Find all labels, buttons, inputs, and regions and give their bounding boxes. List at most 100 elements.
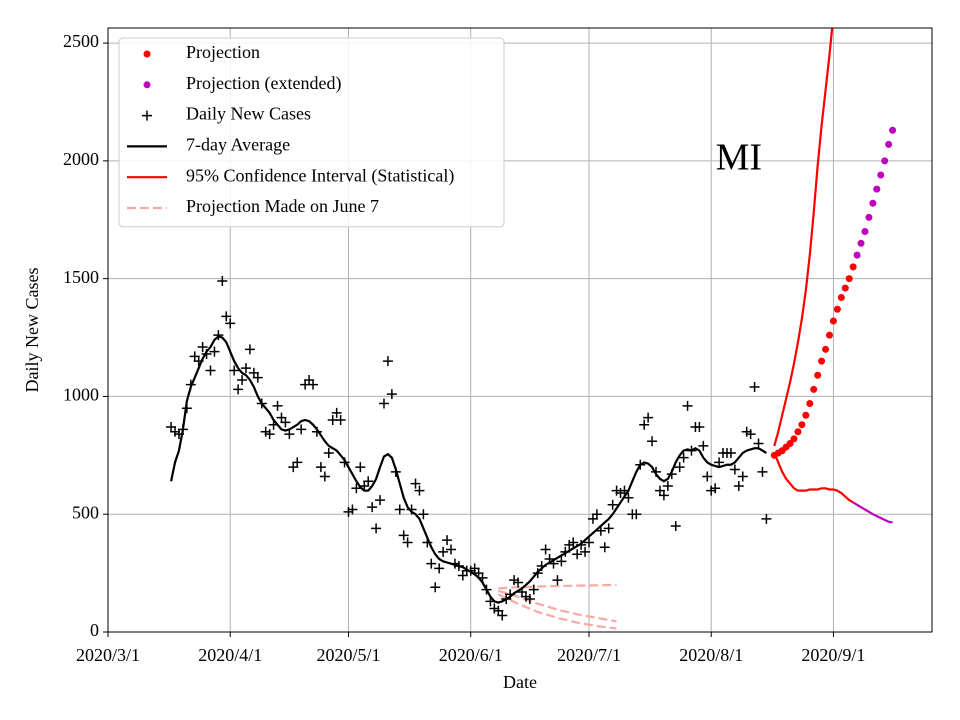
x-tick-label: 2020/7/1 bbox=[557, 645, 621, 665]
case-marker bbox=[552, 575, 563, 586]
case-marker bbox=[485, 596, 496, 607]
line bbox=[773, 28, 834, 447]
case-marker bbox=[217, 276, 228, 287]
projection-dot bbox=[786, 440, 794, 448]
case-marker bbox=[378, 398, 389, 409]
case-marker bbox=[221, 311, 232, 322]
case-marker bbox=[434, 563, 445, 574]
case-marker bbox=[607, 499, 618, 510]
case-marker bbox=[193, 356, 204, 367]
case-marker bbox=[209, 346, 220, 357]
case-marker bbox=[237, 374, 248, 385]
case-marker bbox=[296, 424, 307, 435]
case-marker bbox=[394, 504, 405, 515]
case-marker bbox=[339, 457, 350, 468]
case-marker bbox=[406, 504, 417, 515]
legend: Projection Projection (extended) Daily New… bbox=[118, 37, 505, 228]
case-marker bbox=[382, 356, 393, 367]
case-marker bbox=[367, 502, 378, 513]
case-marker bbox=[430, 582, 441, 593]
case-marker bbox=[181, 403, 192, 414]
x-tick-label: 2020/5/1 bbox=[316, 645, 380, 665]
case-marker bbox=[647, 436, 658, 447]
x-axis-label: Date bbox=[503, 672, 537, 692]
projection-dot bbox=[825, 331, 833, 339]
case-marker bbox=[583, 537, 594, 548]
annotation: MI bbox=[716, 137, 762, 179]
case-marker bbox=[418, 509, 429, 520]
case-marker bbox=[528, 584, 539, 595]
case-marker bbox=[678, 452, 689, 463]
case-marker bbox=[745, 429, 756, 440]
projection-dot bbox=[889, 126, 897, 134]
case-marker bbox=[244, 344, 255, 355]
case-marker bbox=[623, 492, 634, 503]
case-marker bbox=[666, 469, 677, 480]
case-marker bbox=[540, 544, 551, 555]
case-marker bbox=[386, 389, 397, 400]
case-marker bbox=[686, 445, 697, 456]
dashed-line bbox=[498, 589, 617, 623]
case-marker bbox=[331, 407, 342, 418]
projection-dot bbox=[885, 140, 893, 148]
case-marker bbox=[698, 440, 709, 451]
case-marker bbox=[311, 426, 322, 437]
legend-box bbox=[118, 37, 505, 228]
case-marker bbox=[252, 372, 263, 383]
case-marker bbox=[631, 509, 642, 520]
case-marker bbox=[201, 349, 212, 360]
case-marker bbox=[284, 429, 295, 440]
case-marker bbox=[355, 462, 366, 473]
legend-label: Daily New Cases bbox=[186, 104, 311, 124]
case-marker bbox=[197, 341, 208, 352]
projection-dot bbox=[849, 263, 857, 271]
projection-dot bbox=[865, 213, 873, 221]
case-marker bbox=[375, 495, 386, 506]
projection-dot bbox=[877, 171, 885, 179]
projection-dot bbox=[790, 435, 798, 443]
case-marker bbox=[438, 546, 449, 557]
case-marker bbox=[580, 546, 591, 557]
case-marker bbox=[643, 412, 654, 423]
case-marker bbox=[599, 542, 610, 553]
case-marker bbox=[733, 480, 744, 491]
case-marker bbox=[753, 438, 764, 449]
y-tick-label: 0 bbox=[90, 620, 99, 640]
case-marker bbox=[446, 544, 457, 555]
case-marker bbox=[714, 457, 725, 468]
case-marker bbox=[497, 610, 508, 621]
case-marker bbox=[635, 459, 646, 470]
projection-dot bbox=[873, 185, 881, 193]
line bbox=[852, 501, 893, 524]
case-marker bbox=[591, 509, 602, 520]
case-marker bbox=[229, 365, 240, 376]
case-marker bbox=[662, 480, 673, 491]
x-tick-label: 2020/3/1 bbox=[76, 645, 140, 665]
y-tick-label: 1500 bbox=[63, 267, 99, 287]
case-marker bbox=[268, 419, 279, 430]
y-tick-label: 500 bbox=[72, 502, 99, 522]
case-marker bbox=[536, 561, 547, 572]
case-marker bbox=[256, 398, 267, 409]
legend-marker bbox=[142, 110, 152, 121]
legend-label: Projection bbox=[186, 42, 260, 62]
case-marker bbox=[658, 490, 669, 501]
projection-dot bbox=[841, 284, 849, 292]
legend-marker bbox=[143, 81, 151, 89]
x-tick-label: 2020/6/1 bbox=[439, 645, 503, 665]
case-marker bbox=[651, 466, 662, 477]
projection-dot bbox=[829, 317, 837, 325]
case-marker bbox=[363, 476, 374, 487]
case-marker bbox=[213, 330, 224, 341]
case-marker bbox=[513, 577, 524, 588]
projection-dot bbox=[845, 275, 853, 283]
case-marker bbox=[603, 523, 614, 534]
projection-dot bbox=[881, 157, 889, 165]
case-marker bbox=[729, 464, 740, 475]
case-marker bbox=[532, 568, 543, 579]
case-marker bbox=[319, 471, 330, 482]
projection-dot bbox=[818, 357, 826, 365]
case-marker bbox=[560, 546, 571, 557]
projection-dot bbox=[822, 345, 830, 353]
case-marker bbox=[442, 535, 453, 546]
